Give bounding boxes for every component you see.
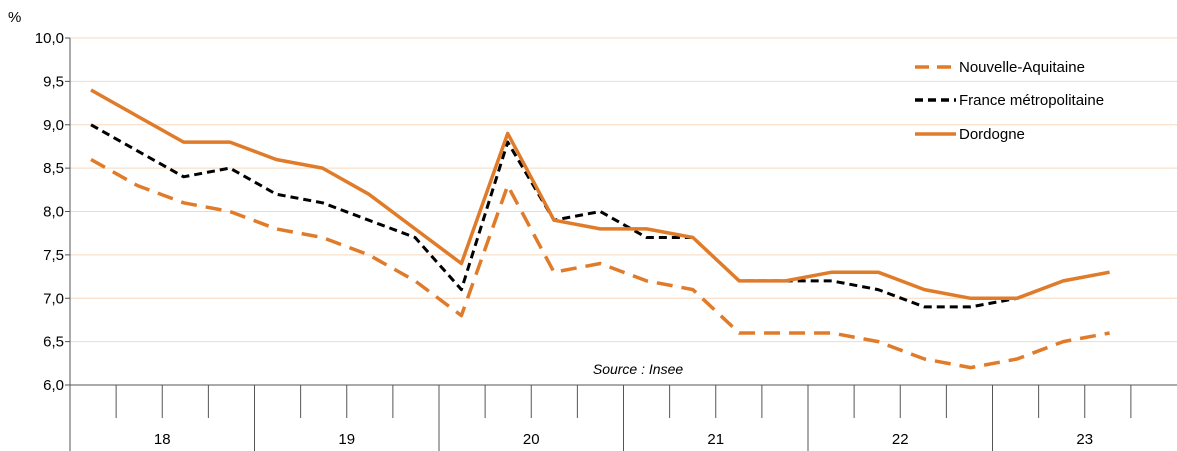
y-tick-label: 7,0 (43, 290, 64, 307)
y-tick-label: 9,0 (43, 117, 64, 134)
series-line-france-m-tropolitaine (90, 123, 1110, 309)
year-label: 18 (154, 431, 171, 448)
y-tick-label: 8,0 (43, 204, 64, 221)
series-line-nouvelle-aquitaine (90, 157, 1110, 370)
series-line-dordogne (90, 88, 1110, 301)
year-label: 20 (523, 431, 540, 448)
y-tick-label: 8,5 (43, 160, 64, 177)
y-axis: 6,0 6,5 7,0 7,5 8,0 8,5 9,0 9,5 10,0 (35, 30, 71, 451)
legend: Nouvelle-Aquitaine France métropolitaine D… (915, 59, 1104, 143)
source-annotation: Source : Insee (593, 361, 683, 377)
y-tick-label: 10,0 (35, 30, 64, 47)
legend-label: Nouvelle-Aquitaine (959, 59, 1085, 76)
legend-label: Dordogne (959, 126, 1025, 143)
y-tick-label: 9,5 (43, 73, 64, 90)
series-lines (90, 88, 1110, 370)
legend-label: France métropolitaine (959, 92, 1104, 109)
year-label: 22 (892, 431, 909, 448)
y-axis-label: % (8, 9, 21, 26)
year-label: 19 (338, 431, 355, 448)
x-axis: 18 19 20 21 22 23 (70, 384, 1177, 451)
year-label: 21 (707, 431, 724, 448)
year-label: 23 (1076, 431, 1093, 448)
gridlines (70, 37, 1177, 343)
y-tick-label: 6,0 (43, 377, 64, 394)
y-tick-label: 7,5 (43, 247, 64, 264)
y-tick-label: 6,5 (43, 334, 64, 351)
